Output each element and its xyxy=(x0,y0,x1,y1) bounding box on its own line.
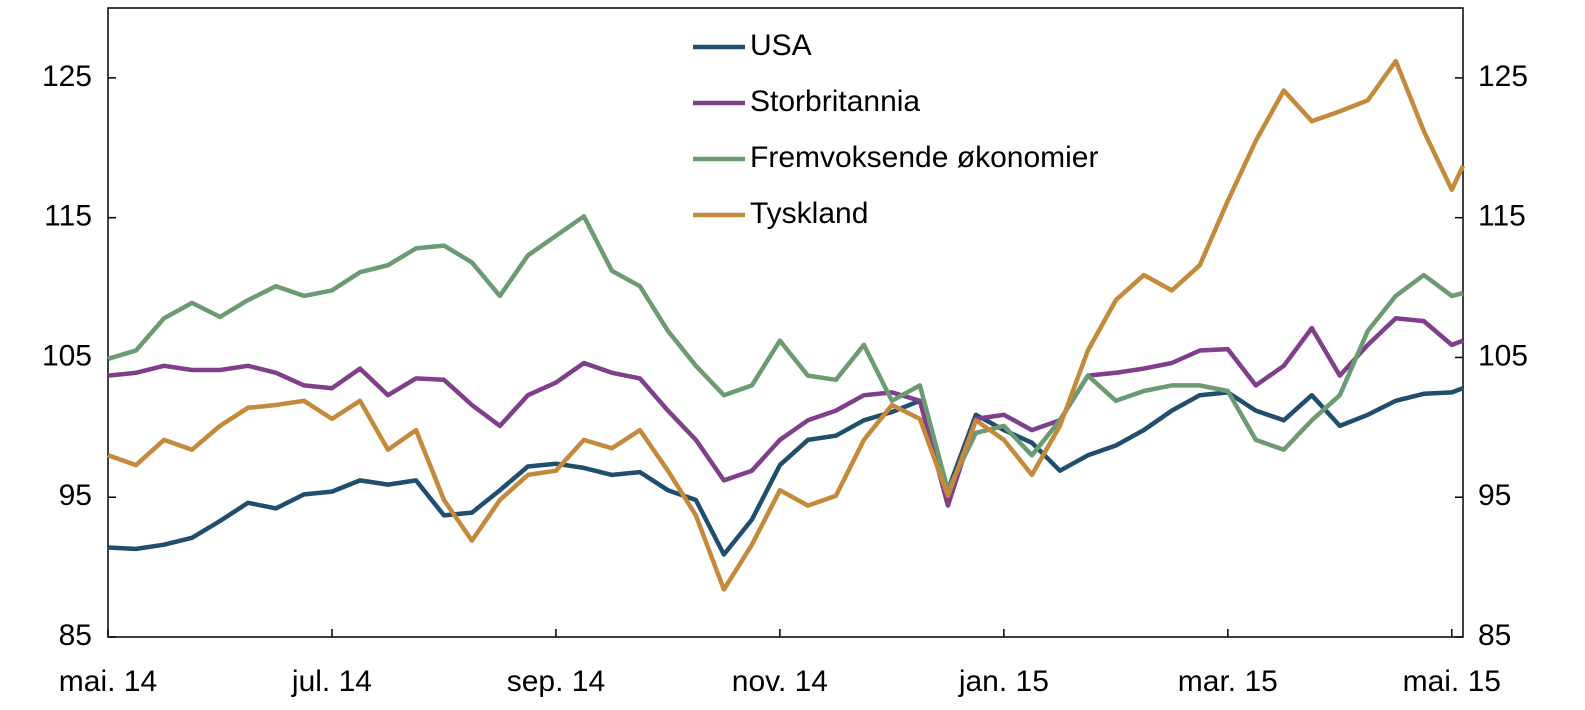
x-tick-label: jan. 15 xyxy=(958,665,1049,698)
x-tick-label: mai. 14 xyxy=(59,665,157,698)
x-tick-label: mai. 15 xyxy=(1403,665,1501,698)
legend-label: Storbritannia xyxy=(750,85,920,118)
x-tick-label: mar. 15 xyxy=(1178,665,1278,698)
y2-tick-label: 85 xyxy=(1478,619,1511,652)
legend-label: Tyskland xyxy=(750,197,868,230)
line-series xyxy=(107,58,1466,592)
y2-tick-label: 105 xyxy=(1478,339,1528,372)
y-tick-label: 115 xyxy=(44,200,92,233)
legend-label: Fremvoksende økonomier xyxy=(750,141,1098,174)
y2-tick-label: 115 xyxy=(1478,200,1526,233)
x-tick-label: jul. 14 xyxy=(291,665,372,698)
line-series xyxy=(107,214,1464,493)
y2-tick-label: 95 xyxy=(1478,479,1511,512)
x-tick-label: sep. 14 xyxy=(507,665,605,698)
line-series xyxy=(107,386,1464,557)
y2-tick-label: 125 xyxy=(1478,60,1528,93)
y-tick-label: 85 xyxy=(59,619,92,652)
y-tick-label: 105 xyxy=(42,339,92,372)
y-tick-label: 125 xyxy=(42,60,92,93)
x-tick-label: nov. 14 xyxy=(732,665,828,698)
line-series xyxy=(107,316,1464,508)
legend-label: USA xyxy=(750,29,812,62)
y-tick-label: 95 xyxy=(59,479,92,512)
plot-frame xyxy=(107,7,1464,638)
